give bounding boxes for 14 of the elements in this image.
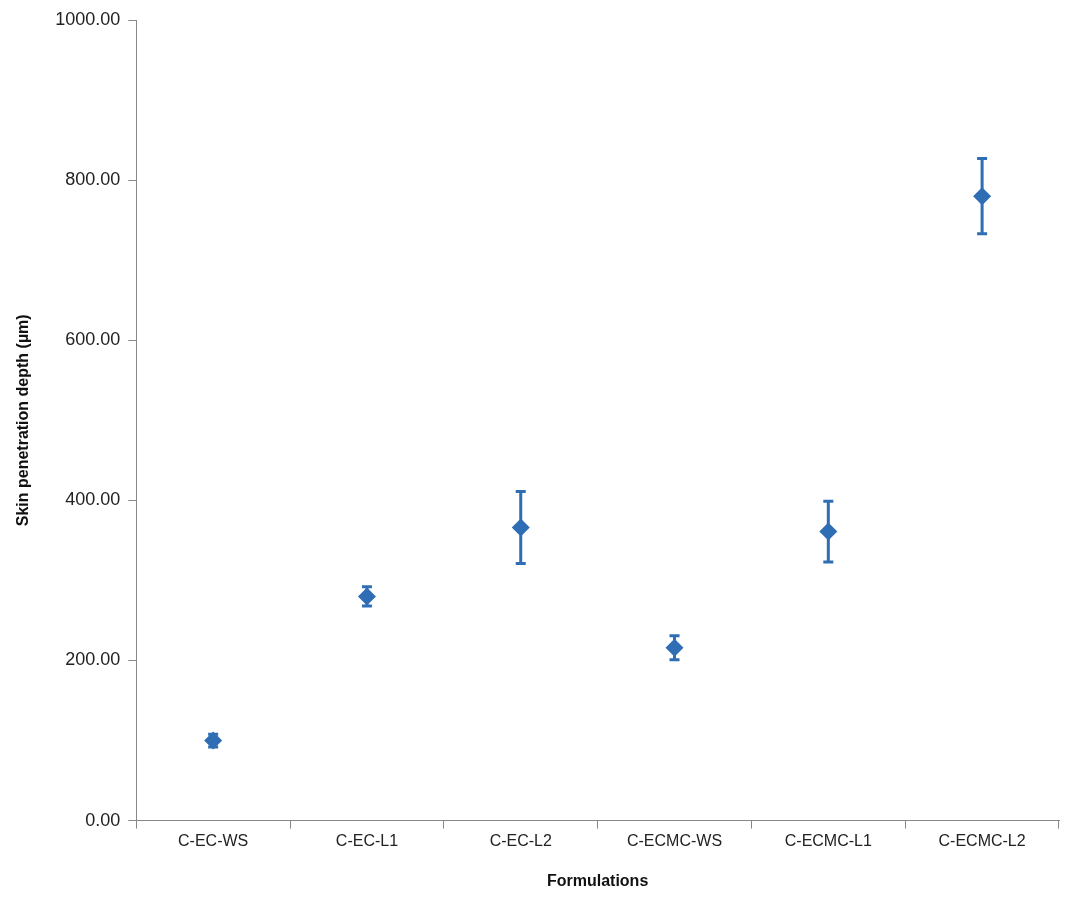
x-tick-label: C-EC-WS <box>178 831 249 849</box>
y-tick-label: 600.00 <box>65 329 121 350</box>
x-tick-label: C-ECMC-L2 <box>938 831 1026 849</box>
x-tick-label: C-ECMC-L1 <box>784 831 872 849</box>
y-tick-label: 800.00 <box>65 169 121 190</box>
y-tick-label: 0.00 <box>85 809 121 830</box>
x-tick-label: C-EC-L1 <box>335 831 399 849</box>
x-tick-label: C-ECMC-WS <box>626 831 723 849</box>
x-axis-title: Formulations <box>546 871 649 889</box>
y-tick-label: 1000.00 <box>55 8 121 29</box>
x-tick-label: C-EC-L2 <box>489 831 552 849</box>
y-tick-label: 400.00 <box>65 489 121 510</box>
y-tick-label: 200.00 <box>65 649 121 670</box>
y-axis-title: Skin penetration depth (µm) <box>14 314 32 527</box>
